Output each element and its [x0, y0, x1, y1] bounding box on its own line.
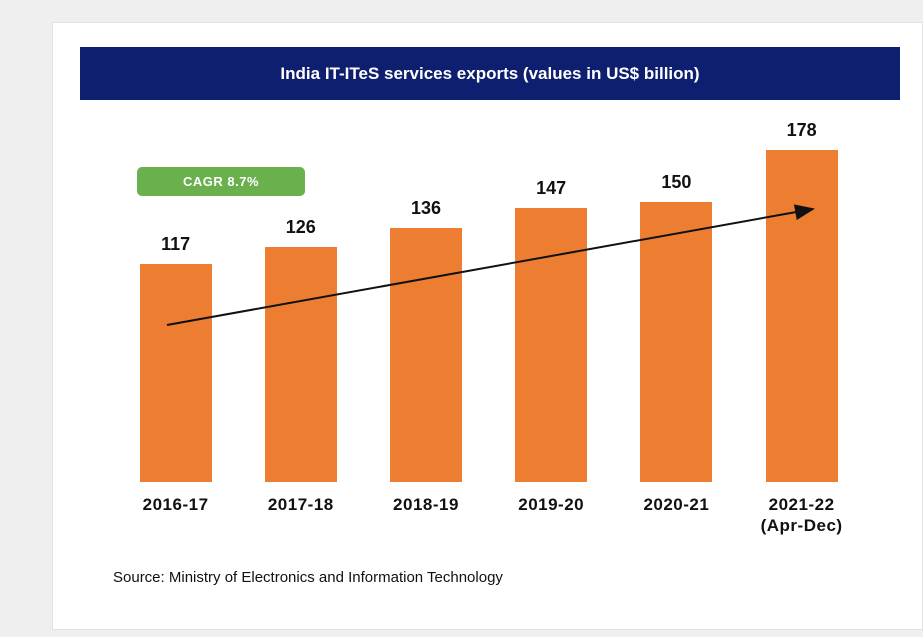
source: Source: Ministry of Electronics and Info…: [113, 569, 503, 586]
bar: [139, 263, 212, 482]
bar: [264, 246, 337, 482]
value-label: 150: [661, 172, 692, 193]
value-label: 117: [161, 233, 191, 254]
x-tick-label: 2017-18: [267, 495, 334, 514]
chart-title: India IT-ITeS services exports (values i…: [80, 47, 900, 100]
x-tick-label: 2020-21: [643, 495, 710, 514]
x-tick-label: 2018-19: [393, 495, 459, 514]
x-tick-label: 2016-17: [142, 495, 209, 514]
value-label: 126: [285, 216, 316, 237]
bar: [515, 207, 588, 482]
x-tick-label: 2021-22 (Apr-Dec): [760, 495, 843, 535]
value-label: 136: [410, 198, 442, 219]
value-label: 147: [536, 177, 567, 198]
bar: [640, 202, 713, 482]
value-label: 178: [786, 120, 817, 140]
x-tick-label: 2019-20: [518, 495, 585, 514]
annotation: CAGR 8.7%: [137, 167, 305, 196]
bar: [390, 228, 462, 482]
